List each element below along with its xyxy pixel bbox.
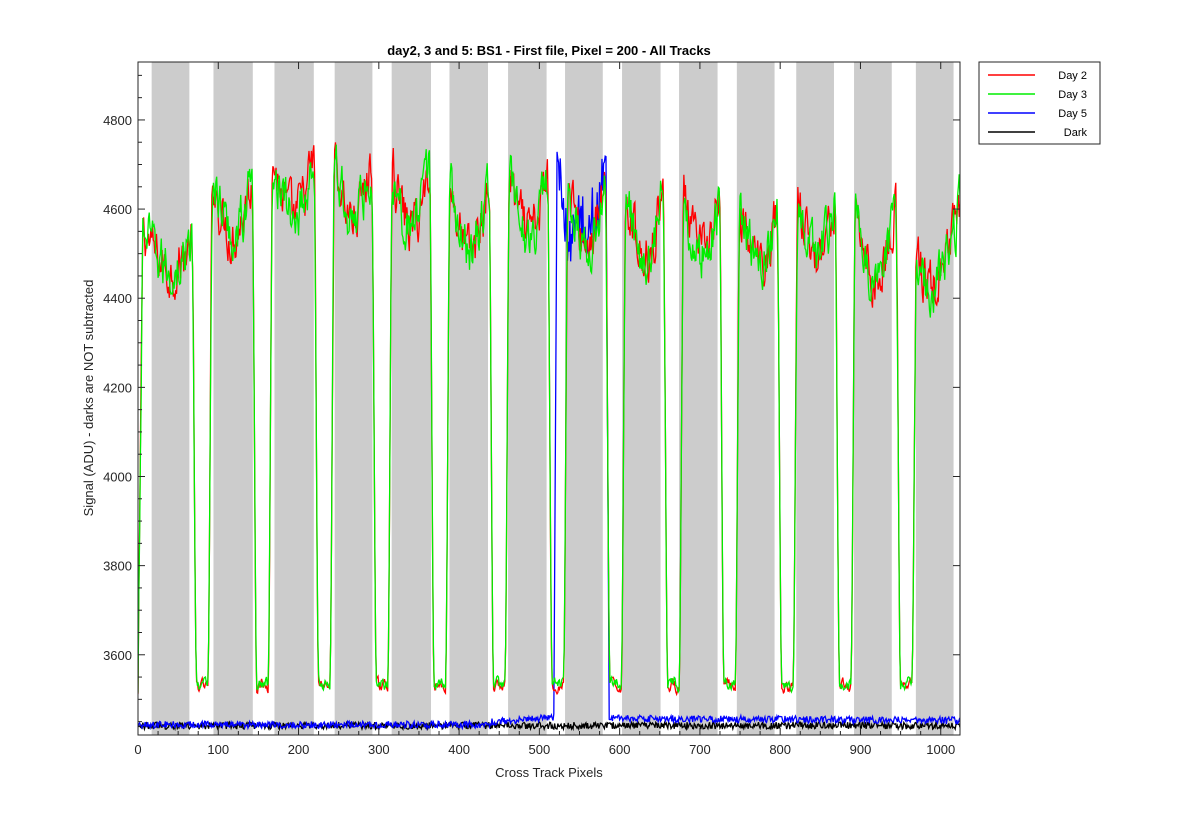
y-axis-label: Signal (ADU) - darks are NOT subtracted — [81, 280, 96, 517]
shaded-band-10 — [679, 62, 718, 735]
x-tick-label: 200 — [288, 742, 310, 757]
y-tick-label: 4600 — [103, 202, 132, 217]
x-tick-label: 600 — [609, 742, 631, 757]
x-tick-label: 300 — [368, 742, 390, 757]
shaded-band-13 — [854, 62, 892, 735]
series-line-day-5 — [138, 151, 960, 731]
series-lines — [138, 142, 960, 732]
shaded-band-7 — [508, 62, 547, 735]
y-tick-label: 3600 — [103, 648, 132, 663]
y-tick-label: 4800 — [103, 113, 132, 128]
legend-label-day-5: Day 5 — [1058, 108, 1087, 120]
shaded-band-12 — [796, 62, 834, 735]
x-tick-label: 500 — [529, 742, 551, 757]
x-tick-label: 0 — [134, 742, 141, 757]
series-line-day-3 — [138, 144, 960, 694]
legend-label-dark: Dark — [1064, 127, 1088, 139]
shaded-band-5 — [391, 62, 431, 735]
shaded-bands — [151, 62, 954, 735]
shaded-band-9 — [622, 62, 661, 735]
x-axis-label: Cross Track Pixels — [495, 765, 603, 780]
shaded-band-8 — [565, 62, 603, 735]
plot-area: 0 100 200 300 400 500 600 700 800 900 1000 3600 380… — [103, 61, 961, 757]
chart-title: day2, 3 and 5: BS1 - First file, Pixel =… — [387, 43, 711, 58]
x-tick-label: 1000 — [926, 742, 955, 757]
legend: Day 2 Day 3 Day 5 Dark — [978, 61, 1101, 145]
legend-label-day-2: Day 2 — [1058, 70, 1087, 82]
y-axis: 3600 3800 4000 4200 4400 4600 4800 — [103, 74, 960, 723]
y-tick-label: 4000 — [103, 469, 132, 484]
legend-label-day-3: Day 3 — [1058, 89, 1087, 101]
plot-frame — [137, 61, 961, 736]
y-tick-label: 4200 — [103, 380, 132, 395]
y-tick-label: 4400 — [103, 291, 132, 306]
shaded-band-11 — [736, 62, 775, 735]
shaded-band-1 — [151, 62, 190, 735]
shaded-band-2 — [213, 62, 253, 735]
shaded-band-4 — [334, 62, 373, 735]
x-tick-label: 800 — [769, 742, 791, 757]
x-axis: 0 100 200 300 400 500 600 700 800 900 1000 — [134, 62, 955, 757]
x-tick-label: 900 — [850, 742, 872, 757]
y-tick-label: 3800 — [103, 559, 132, 574]
shaded-band-14 — [915, 62, 954, 735]
shaded-band-6 — [449, 62, 488, 735]
x-tick-label: 100 — [207, 742, 229, 757]
series-line-dark — [138, 720, 960, 732]
x-tick-label: 400 — [448, 742, 470, 757]
x-tick-label: 700 — [689, 742, 711, 757]
